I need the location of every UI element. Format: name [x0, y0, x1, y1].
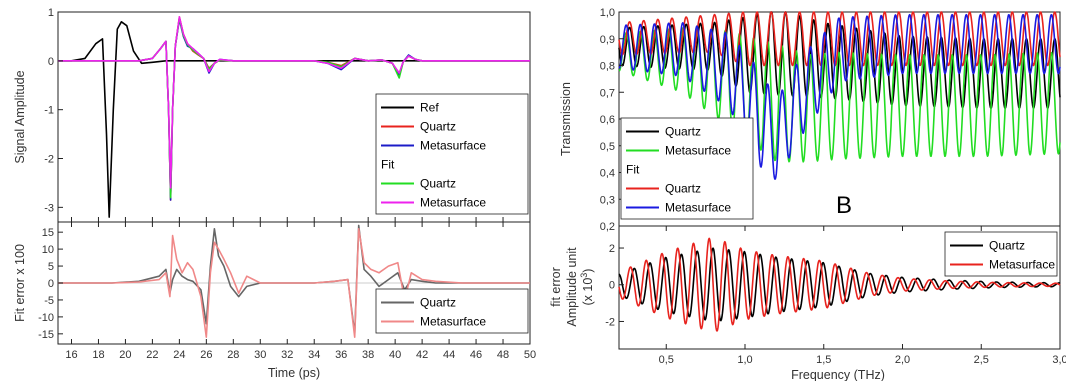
- freq_error-xtick-label-3: 2,0: [895, 354, 910, 366]
- left-top-legend-entry-2: Metasurface: [420, 139, 486, 153]
- transmission-series-2: [618, 11, 1061, 67]
- left-top-legend-entry-5: Metasurface: [420, 196, 486, 210]
- time_error-ytick-label-6: -15: [38, 329, 54, 341]
- time_error-xtick-label-8: 32: [281, 349, 293, 361]
- time_error-xtick-label-14: 44: [443, 349, 455, 361]
- time_error-series-1: [58, 228, 530, 338]
- time_error-xtick-label-0: 16: [65, 349, 77, 361]
- freq_error-xtick-label-4: 2,5: [974, 354, 989, 366]
- time_error-xtick-label-16: 48: [497, 349, 509, 361]
- panel-label-b: B: [836, 192, 852, 219]
- time_error-ytick-label-0: 15: [42, 227, 54, 239]
- right-bottom-y-label-superscript: 3: [579, 273, 589, 278]
- freq_error-ytick-label-0: 2: [609, 243, 615, 255]
- time_error-xtick-label-1: 18: [92, 349, 104, 361]
- right-top-legend-entry-3: Quartz: [665, 182, 701, 196]
- time_error-ytick-label-1: 10: [42, 244, 54, 256]
- time_error-xtick-label-5: 26: [200, 349, 212, 361]
- right-bottom-y-label-line1: fit error: [549, 267, 563, 307]
- transmission-series-1: [618, 27, 1061, 163]
- freq_error-xtick-label-0: 0,5: [659, 354, 674, 366]
- right-bottom-y-label-line3: (x 103): [579, 269, 595, 306]
- freq_error-xtick-label-5: 3,0: [1052, 354, 1066, 366]
- left-bottom-legend-entry-0: Quartz: [420, 296, 456, 310]
- right-top-legend-entry-2: Fit: [626, 163, 640, 177]
- left-bottom-legend-box: [375, 288, 529, 334]
- left-top-legend-entry-1: Quartz: [420, 120, 456, 134]
- transmission-ytick-label-1: 0,9: [600, 34, 615, 46]
- time_error-xtick-label-10: 36: [335, 349, 347, 361]
- left-top-legend-entry-3: Fit: [381, 158, 395, 172]
- time_signal-ytick-label-3: -2: [44, 154, 54, 166]
- transmission-ytick-label-4: 0,6: [600, 114, 615, 126]
- left-top-y-axis-label: Signal Amplitude: [13, 70, 27, 163]
- right-x-axis-label: Frequency (THz): [791, 368, 885, 381]
- transmission-ytick-label-7: 0,3: [600, 194, 615, 206]
- time_signal-series-4: [58, 16, 530, 189]
- left-top-legend-entry-4: Quartz: [420, 177, 456, 191]
- transmission-ytick-label-5: 0,5: [600, 141, 615, 153]
- time_signal-ytick-label-1: 0: [48, 56, 54, 68]
- transmission-ytick-label-0: 1,0: [600, 7, 615, 19]
- time_error-xtick-label-17: 50: [524, 349, 536, 361]
- left-bottom-y-axis-label: Fit error x 100: [13, 244, 27, 322]
- time_error-ytick-label-4: -5: [44, 295, 54, 307]
- time_error-xtick-label-6: 28: [227, 349, 239, 361]
- freq_error-ytick-label-2: -2: [605, 316, 615, 328]
- freq_error-ytick-label-1: 0: [609, 280, 615, 292]
- time_error-xtick-label-12: 40: [389, 349, 401, 361]
- transmission-series-3: [618, 13, 1061, 180]
- transmission-ytick-label-8: 0,2: [600, 221, 615, 233]
- time_error-xtick-label-13: 42: [416, 349, 428, 361]
- right-top-y-axis-label: Transmission: [559, 82, 573, 156]
- time_error-ytick-label-3: 0: [48, 278, 54, 290]
- transmission-ytick-label-3: 0,7: [600, 87, 615, 99]
- time_error-xtick-label-9: 34: [308, 349, 320, 361]
- time_error-xtick-label-7: 30: [254, 349, 266, 361]
- time_error-series-0: [58, 224, 530, 335]
- time_signal-ytick-label-4: -3: [44, 202, 54, 214]
- right-top-legend-box: [620, 117, 754, 220]
- time_signal-ytick-label-0: 1: [48, 7, 54, 19]
- time_error-xtick-label-4: 24: [173, 349, 185, 361]
- left-top-legend-entry-0: Ref: [420, 101, 439, 115]
- transmission-ytick-label-6: 0,4: [600, 168, 615, 180]
- time_error-xtick-label-15: 46: [470, 349, 482, 361]
- right-bottom-legend-box: [944, 231, 1058, 277]
- freq_error-xtick-label-1: 1,0: [737, 354, 752, 366]
- freq_error-series-1: [618, 237, 1061, 332]
- time_error-ytick-label-5: -10: [38, 312, 54, 324]
- right-bottom-y-label-line2: Amplitude unit: [565, 247, 579, 327]
- transmission-ytick-label-2: 0,8: [600, 61, 615, 73]
- time_signal-series-0: [58, 21, 530, 218]
- right-bottom-y-label-part1: (x 10: [581, 278, 595, 306]
- right-top-legend-entry-1: Metasurface: [665, 144, 731, 158]
- right-bottom-legend-entry-0: Quartz: [989, 239, 1025, 253]
- time_error-xtick-label-3: 22: [146, 349, 158, 361]
- time_error-xtick-label-2: 20: [119, 349, 131, 361]
- left-top-legend-box: [375, 93, 529, 215]
- left-x-axis-label: Time (ps): [268, 366, 320, 380]
- time_error-xtick-label-11: 38: [362, 349, 374, 361]
- time_error-ytick-label-2: 5: [48, 261, 54, 273]
- time_signal-ytick-label-2: -1: [44, 105, 54, 117]
- right-bottom-y-label-part3: ): [581, 269, 595, 273]
- right-bottom-legend-entry-1: Metasurface: [989, 258, 1055, 272]
- left-bottom-legend-entry-1: Metasurface: [420, 315, 486, 329]
- right-top-legend-entry-0: Quartz: [665, 125, 701, 139]
- freq_error-xtick-label-2: 1,5: [816, 354, 831, 366]
- right-top-legend-entry-4: Metasurface: [665, 201, 731, 215]
